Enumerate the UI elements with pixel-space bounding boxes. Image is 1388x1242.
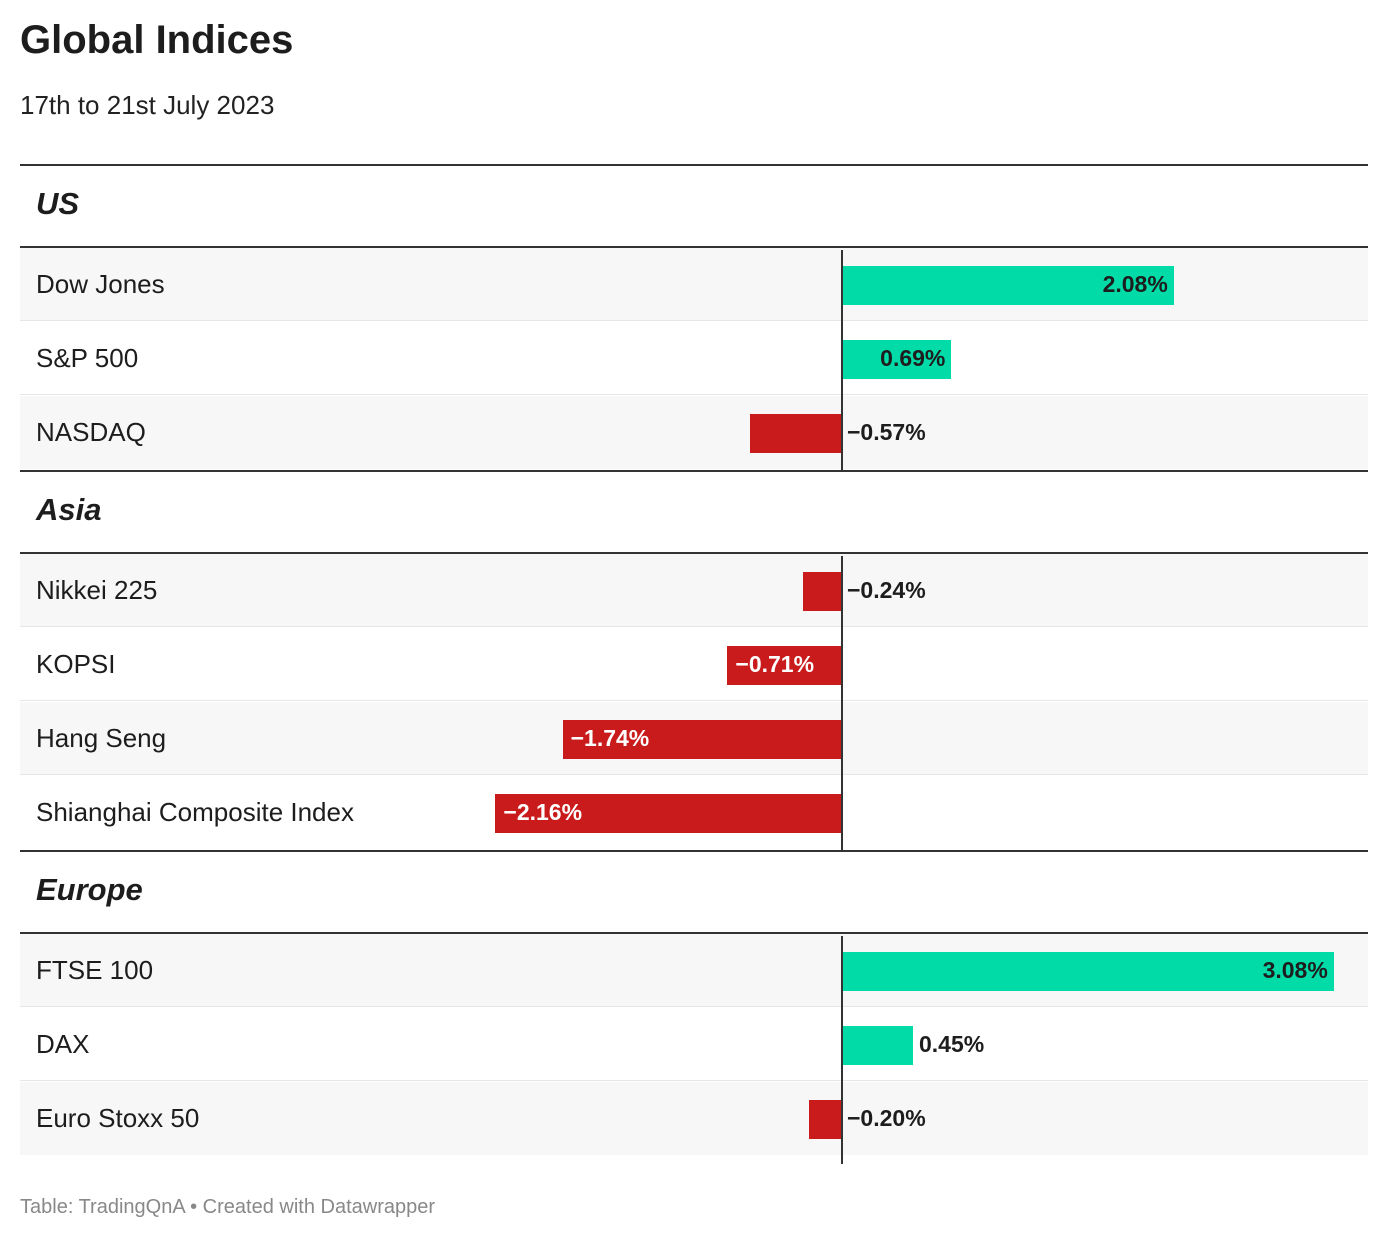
group-bottom-rule [20, 246, 1368, 248]
bar [809, 1100, 841, 1139]
bar-table: US Dow Jones 2.08% S&P 500 0.69% NASDAQ −0.57%… [20, 0, 1368, 1242]
row-divider [20, 394, 1368, 395]
bar [841, 952, 1334, 991]
table-row: Shianghai Composite Index −2.16% [20, 776, 1368, 849]
group-label: US [36, 186, 80, 221]
row-label: Hang Seng [36, 723, 167, 753]
table-row: S&P 500 0.69% [20, 322, 1368, 395]
row-label: Dow Jones [36, 269, 165, 299]
bar [749, 414, 841, 453]
group-bottom-rule [20, 552, 1368, 554]
row-divider [20, 1006, 1368, 1007]
table-row: FTSE 100 3.08% [20, 934, 1368, 1007]
row-label: DAX [36, 1029, 90, 1059]
table-row: KOPSI −0.71% [20, 628, 1368, 701]
table-row: Nikkei 225 −0.24% [20, 554, 1368, 627]
data-label: −0.24% [847, 577, 926, 603]
row-divider [20, 774, 1368, 775]
row-label: S&P 500 [36, 343, 139, 373]
zero-axis [841, 936, 843, 1164]
group-label: Europe [36, 872, 143, 907]
data-label: 0.45% [919, 1031, 985, 1057]
row-label: Shianghai Composite Index [36, 797, 354, 827]
row-label: Euro Stoxx 50 [36, 1103, 200, 1133]
row-divider [20, 700, 1368, 701]
zero-axis [841, 250, 843, 470]
table-row: DAX 0.45% [20, 1008, 1368, 1081]
bar [841, 266, 1174, 305]
table-row: Dow Jones 2.08% [20, 248, 1368, 321]
data-label: 3.08% [1262, 957, 1328, 983]
chart-title: Global Indices [20, 18, 294, 62]
row-label: NASDAQ [36, 417, 146, 447]
bar [802, 572, 841, 611]
data-label: 2.08% [1102, 271, 1168, 297]
bar [841, 340, 952, 379]
data-label: −0.57% [847, 419, 926, 445]
table-row: NASDAQ −0.57% [20, 396, 1368, 469]
zero-axis [841, 556, 843, 850]
chart-footer: Table: TradingQnA • Created with Datawra… [20, 1196, 435, 1218]
table-row: Euro Stoxx 50 −0.20% [20, 1082, 1368, 1155]
bar [562, 720, 841, 759]
bar [841, 1026, 913, 1065]
data-label: 0.69% [880, 345, 946, 371]
bar [727, 646, 841, 685]
data-label: −1.74% [570, 725, 650, 751]
data-label: −0.71% [735, 651, 815, 677]
row-label: Nikkei 225 [36, 575, 158, 605]
row-divider [20, 320, 1368, 321]
data-label: −0.20% [847, 1105, 926, 1131]
group-top-rule [20, 164, 1368, 166]
group-label: Asia [36, 492, 102, 527]
table-row: Hang Seng −1.74% [20, 702, 1368, 775]
group-top-rule [20, 470, 1368, 472]
chart-subtitle: 17th to 21st July 2023 [20, 90, 275, 120]
row-label: FTSE 100 [36, 955, 154, 985]
group-top-rule [20, 850, 1368, 852]
row-label: KOPSI [36, 649, 116, 679]
data-label: −2.16% [503, 799, 583, 825]
row-divider [20, 626, 1368, 627]
bar [495, 794, 841, 833]
group-bottom-rule [20, 932, 1368, 934]
row-divider [20, 1080, 1368, 1081]
